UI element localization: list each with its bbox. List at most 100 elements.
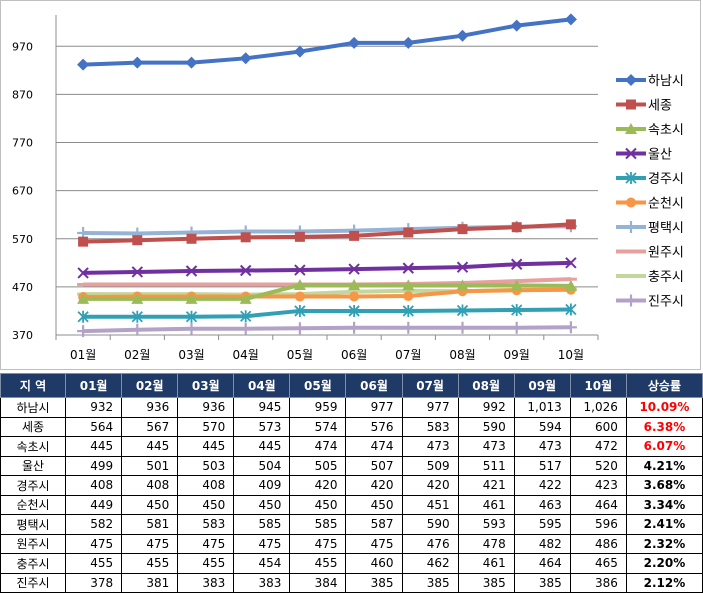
data-point [239,292,252,304]
value-cell: 587 [345,514,403,535]
legend-marker [625,172,637,184]
value-cell: 450 [345,494,403,515]
table-header-cell: 09월 [513,373,571,398]
value-cell: 423 [569,475,627,496]
value-cell: 936 [121,397,179,418]
value-cell: 409 [233,475,291,496]
value-cell: 449 [65,494,123,515]
series-line [83,282,571,301]
data-point [240,310,252,323]
data-point [403,227,414,238]
region-cell: 진주시 [0,572,67,593]
value-cell: 455 [65,553,123,574]
value-cell: 385 [401,572,459,593]
table-row: 속초시 445 445 445 445 474 474 473 473 473 472 6.07% [0,436,703,457]
data-point [510,19,523,32]
data-point [186,233,197,244]
value-cell: 511 [457,455,515,476]
data-point [565,257,577,269]
data-point [294,231,305,242]
table-row: 세종 564 567 570 573 574 576 583 590 594 600 6.38% [0,416,703,437]
legend-label: 하남시 [648,74,684,89]
data-point [564,279,577,291]
value-cell: 475 [177,533,235,554]
value-cell: 600 [569,416,627,437]
data-table: 지 역 01월 02월 03월 04월 05월 06월 07월 08월 09월 10월 상승률 하남시… [0,373,703,593]
value-cell: 385 [345,572,403,593]
table-header-cell: 01월 [65,373,123,398]
data-point [78,236,89,247]
value-cell: 385 [513,572,571,593]
x-tick-label: 08월 [449,348,475,362]
value-cell: 421 [457,475,515,496]
data-point [131,56,144,69]
series-line [83,222,572,244]
region-cell: 순천시 [0,494,67,515]
y-tick-label: 870 [12,88,33,101]
table-header-cell: 상승률 [625,373,703,398]
value-cell: 462 [401,553,459,574]
value-cell: 450 [121,494,179,515]
y-tick-label: 470 [12,281,33,294]
y-tick-label: 770 [12,137,33,150]
value-cell: 499 [65,455,123,476]
value-cell: 476 [401,533,459,554]
series-line [83,287,571,299]
value-cell: 482 [513,533,571,554]
value-cell: 461 [457,494,515,515]
value-cell: 474 [289,436,347,457]
data-point [131,266,144,278]
value-cell: 455 [121,553,179,574]
value-cell: 383 [233,572,291,593]
value-cell: 992 [457,397,515,418]
value-cell: 473 [513,436,571,457]
data-point [185,56,198,69]
data-point [185,265,198,277]
table-row: 순천시 449 450 450 450 450 450 451 461 463 464 3.34% [0,494,703,515]
x-tick-label: 07월 [395,348,421,362]
legend-label: 울산 [648,148,672,163]
legend-marker [625,74,637,86]
series-line [83,307,571,319]
data-point [77,325,90,338]
value-cell: 420 [289,475,347,496]
value-cell: 590 [401,514,459,535]
table-header-cell: 05월 [289,373,347,398]
x-tick-label: 10월 [558,348,584,362]
legend-label: 세종 [648,99,672,114]
rate-cell: 3.68% [625,475,703,496]
data-point [294,264,306,276]
value-cell: 378 [65,572,123,593]
data-point [456,321,469,334]
data-point [511,303,523,316]
value-cell: 590 [457,416,515,437]
table-header-row: 지 역 01월 02월 03월 04월 05월 06월 07월 08월 09월 10월 상승률 [0,373,703,398]
region-cell: 하남시 [0,397,67,418]
data-point [349,230,360,241]
legend-label: 속초시 [648,123,684,138]
value-cell: 932 [65,397,123,418]
value-cell: 503 [177,455,235,476]
rate-cell: 2.41% [625,514,703,535]
value-cell: 517 [513,455,571,476]
y-tick-label: 670 [12,185,33,198]
value-cell: 504 [233,455,291,476]
region-cell: 세종 [0,416,67,437]
rate-cell: 2.32% [625,533,703,554]
value-cell: 595 [513,514,571,535]
value-cell: 383 [177,572,235,593]
data-point [77,267,89,279]
value-cell: 583 [401,416,459,437]
value-cell: 945 [233,397,291,418]
value-cell: 408 [121,475,179,496]
value-cell: 583 [177,514,235,535]
value-cell: 450 [177,494,235,515]
rate-cell: 3.34% [625,494,703,515]
value-cell: 445 [177,436,235,457]
x-tick-label: 06월 [341,348,367,362]
data-point [77,310,89,323]
data-point [294,304,306,317]
data-point [456,261,469,273]
value-cell: 455 [177,553,235,574]
rate-cell: 2.20% [625,553,703,574]
